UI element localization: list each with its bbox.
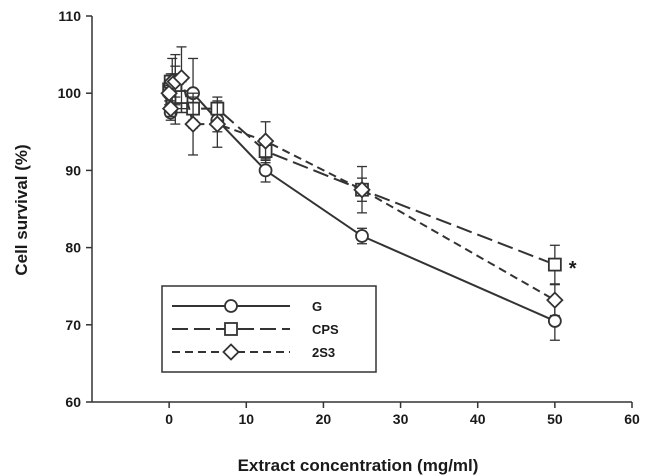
y-tick-label: 100 xyxy=(58,85,82,101)
legend-marker-cps xyxy=(224,322,238,336)
plot-area: 0 10 20 30 40 50 60 60 70 80 90 100 110 * xyxy=(58,8,640,427)
data-point-g xyxy=(258,163,273,178)
series-cps xyxy=(162,53,562,285)
data-point-2s3 xyxy=(184,115,202,133)
data-point-cps xyxy=(547,257,562,272)
x-tick-label: 20 xyxy=(316,411,332,427)
x-axis-title: Extract concentration (mg/ml) xyxy=(238,456,479,475)
data-point-2s3 xyxy=(353,180,371,199)
legend: G CPS 2S3 xyxy=(161,285,377,373)
x-tick-label: 0 xyxy=(165,411,173,427)
y-tick-label: 80 xyxy=(65,240,81,256)
y-tick-label: 90 xyxy=(65,162,81,178)
legend-marker-g xyxy=(224,299,238,313)
data-point-g xyxy=(355,229,369,243)
x-tick-label: 30 xyxy=(393,411,409,427)
data-point-2s3 xyxy=(208,115,227,133)
x-tick-label: 60 xyxy=(624,411,640,427)
legend-label-g: G xyxy=(312,299,322,314)
y-axis-title: Cell survival (%) xyxy=(12,144,31,275)
legend-marker-2s3 xyxy=(222,343,240,361)
x-tick-label: 40 xyxy=(470,411,486,427)
x-tick-label: 10 xyxy=(238,411,254,427)
data-point-2s3 xyxy=(546,291,564,309)
x-tick-label: 50 xyxy=(547,411,563,427)
legend-label-2s3: 2S3 xyxy=(312,345,335,360)
y-tick-label: 60 xyxy=(65,394,81,410)
data-point-2s3 xyxy=(172,68,191,87)
data-point-2s3 xyxy=(256,132,275,150)
series-2s3 xyxy=(160,46,564,317)
y-tick-label: 110 xyxy=(58,8,81,24)
y-tick-label: 70 xyxy=(65,317,81,333)
data-point-2s3 xyxy=(161,99,180,118)
significance-marker: * xyxy=(569,258,577,280)
data-point-g xyxy=(547,314,562,328)
legend-label-cps: CPS xyxy=(312,322,339,337)
